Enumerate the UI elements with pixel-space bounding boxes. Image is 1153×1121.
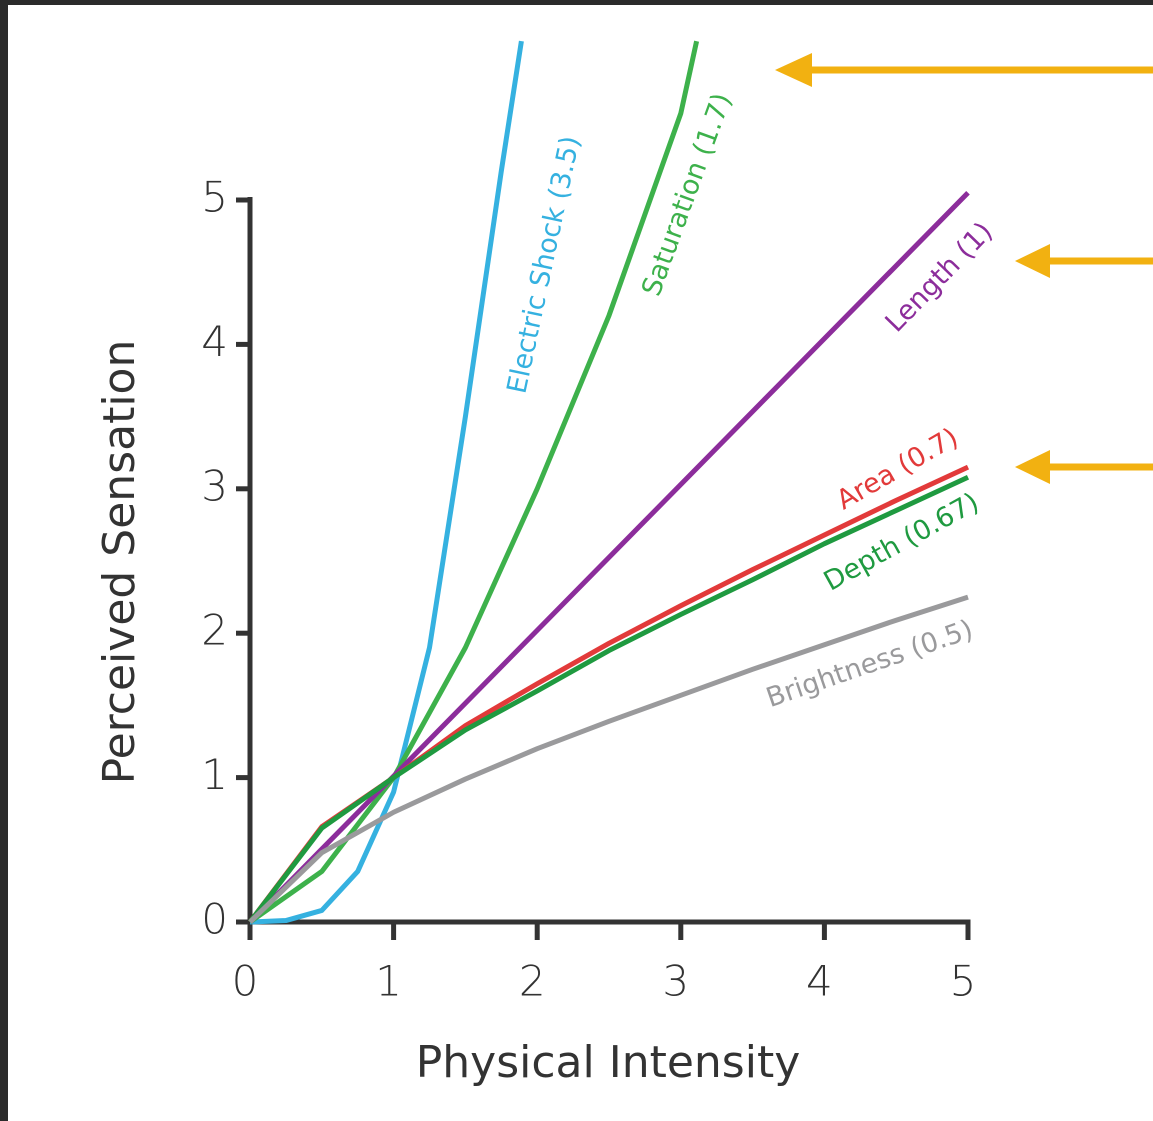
chart-background (8, 5, 1153, 1121)
series-line (248, 594, 969, 924)
x-axis-title: Physical Intensity (416, 1037, 800, 1088)
y-tick-label: 1 (201, 750, 228, 799)
arrows (775, 53, 1153, 484)
arrow-head (1015, 450, 1050, 484)
x-tick-label: 2 (519, 957, 546, 1006)
series-line (248, 40, 700, 925)
arrow-head (1015, 244, 1050, 278)
arrow-head (775, 53, 812, 87)
series-line (249, 40, 524, 925)
y-tick-label: 4 (201, 317, 228, 366)
x-tick-label: 5 (950, 957, 977, 1006)
y-axis-title: Perceived Sensation (94, 340, 145, 785)
y-tick-label: 0 (201, 895, 228, 944)
x-tick-label: 1 (375, 957, 402, 1006)
x-tick-label: 0 (232, 957, 259, 1006)
y-tick-label: 5 (201, 173, 228, 222)
series-line (248, 474, 970, 924)
y-tick-label: 3 (201, 461, 228, 510)
x-tick-label: 3 (662, 957, 689, 1006)
y-tick-label: 2 (201, 606, 228, 655)
x-tick-label: 4 (806, 957, 833, 1006)
series-line (248, 191, 970, 924)
